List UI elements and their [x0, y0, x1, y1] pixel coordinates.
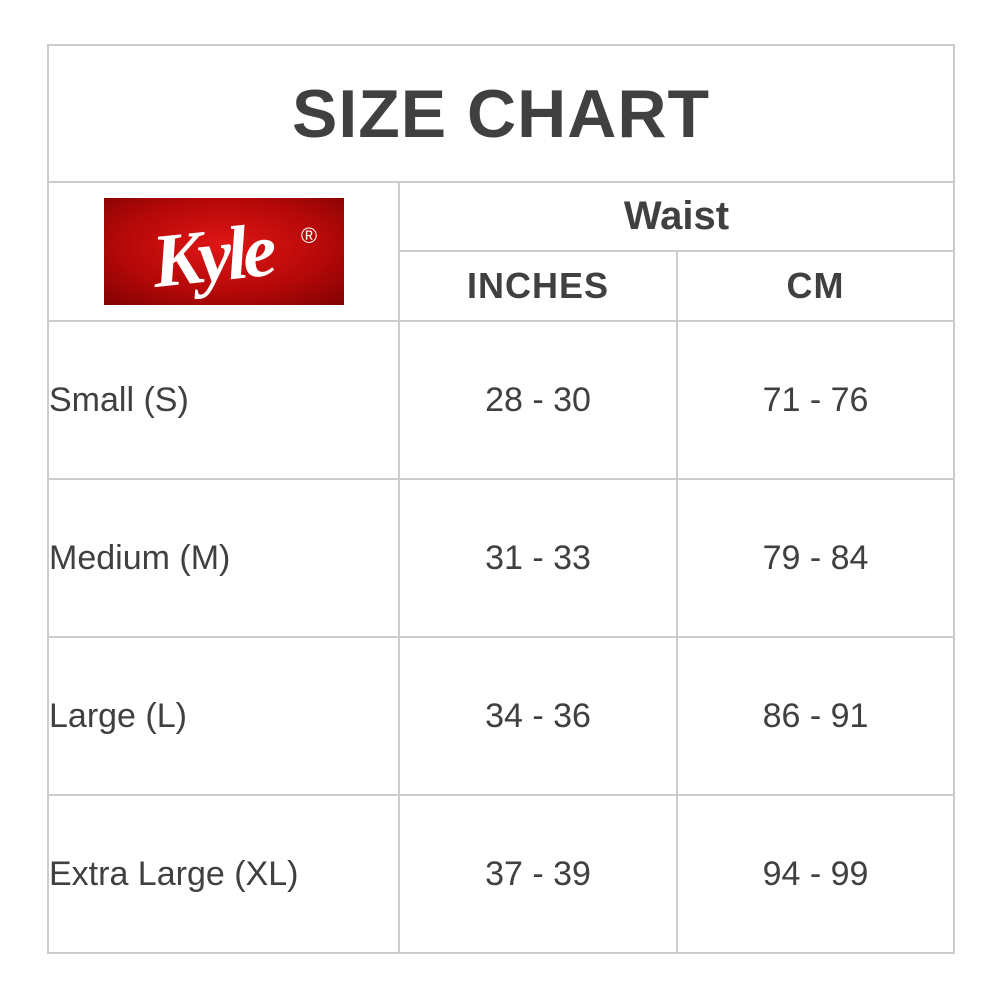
logo-registered-icon: ® — [300, 223, 316, 248]
table-row-small: Small (S) 28 - 30 71 - 76 — [47, 320, 955, 480]
table-row-medium: Medium (M) 31 - 33 79 - 84 — [47, 478, 955, 638]
group-header-waist: Waist — [398, 181, 955, 252]
inches-value: 37 - 39 — [398, 794, 678, 954]
cm-value: 94 - 99 — [676, 794, 955, 954]
group-header-row: Kyle ® Waist — [47, 181, 955, 322]
kyle-logo: Kyle ® — [103, 198, 344, 305]
inches-value: 31 - 33 — [398, 478, 678, 638]
table-row-large: Large (L) 34 - 36 86 - 91 — [47, 636, 955, 796]
column-header-cm: CM — [676, 250, 955, 322]
unit-header-row: INCHES CM — [48, 250, 955, 322]
cm-value: 71 - 76 — [676, 320, 955, 480]
table-row-extra-large: Extra Large (XL) 37 - 39 94 - 99 — [47, 794, 955, 954]
title-row: SIZE CHART — [47, 44, 955, 183]
size-label: Extra Large (XL) — [47, 794, 400, 954]
size-label: Small (S) — [47, 320, 400, 480]
size-label: Large (L) — [47, 636, 400, 796]
size-chart-table: SIZE CHART Kyle ® — [47, 44, 955, 954]
brand-logo-cell: Kyle ® — [47, 181, 400, 322]
size-label: Medium (M) — [47, 478, 400, 638]
cm-value: 79 - 84 — [676, 478, 955, 638]
cm-value: 86 - 91 — [676, 636, 955, 796]
page-title: SIZE CHART — [47, 44, 955, 183]
inches-value: 34 - 36 — [398, 636, 678, 796]
logo-brand-text: Kyle — [147, 208, 280, 305]
inches-value: 28 - 30 — [398, 320, 678, 480]
logo-background — [103, 198, 344, 305]
column-header-inches: INCHES — [398, 250, 678, 322]
